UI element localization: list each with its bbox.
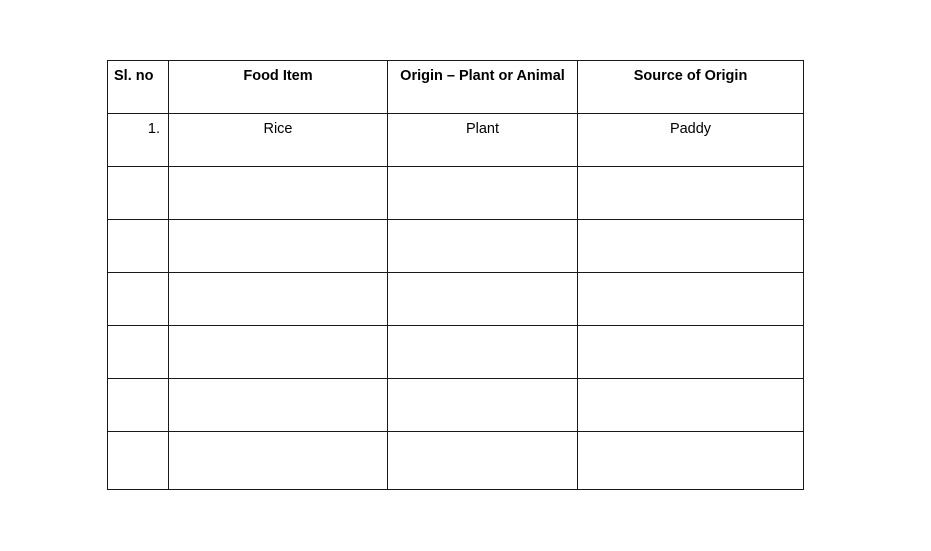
table-header: Sl. no Food Item Origin – Plant or Anima… [107, 60, 804, 114]
cell-source[interactable] [577, 378, 804, 432]
table-row [107, 166, 804, 220]
cell-source[interactable] [577, 219, 804, 273]
cell-origin[interactable]: Plant [387, 113, 578, 167]
cell-food[interactable] [168, 325, 388, 379]
column-header-source-of-origin: Source of Origin [577, 60, 804, 114]
table-row [107, 325, 804, 379]
cell-origin[interactable] [387, 325, 578, 379]
cell-sl-no[interactable] [107, 431, 169, 490]
column-header-food-item: Food Item [168, 60, 388, 114]
table-row [107, 431, 804, 490]
cell-origin[interactable] [387, 431, 578, 490]
cell-sl-no[interactable] [107, 219, 169, 273]
cell-food[interactable] [168, 378, 388, 432]
cell-source[interactable]: Paddy [577, 113, 804, 167]
cell-origin[interactable] [387, 378, 578, 432]
cell-food[interactable] [168, 219, 388, 273]
cell-sl-no[interactable] [107, 378, 169, 432]
food-origin-worksheet-table: Sl. no Food Item Origin – Plant or Anima… [107, 60, 804, 490]
table-row [107, 378, 804, 432]
cell-origin[interactable] [387, 166, 578, 220]
table-row [107, 219, 804, 273]
cell-food[interactable] [168, 431, 388, 490]
column-header-sl-no: Sl. no [107, 60, 169, 114]
cell-source[interactable] [577, 166, 804, 220]
table-row: 1. Rice Plant Paddy [107, 113, 804, 167]
cell-source[interactable] [577, 272, 804, 326]
cell-source[interactable] [577, 325, 804, 379]
cell-sl-no[interactable]: 1. [107, 113, 169, 167]
cell-sl-no[interactable] [107, 325, 169, 379]
cell-food[interactable]: Rice [168, 113, 388, 167]
table-row [107, 272, 804, 326]
cell-source[interactable] [577, 431, 804, 490]
cell-food[interactable] [168, 272, 388, 326]
cell-origin[interactable] [387, 219, 578, 273]
cell-sl-no[interactable] [107, 272, 169, 326]
table-header-row: Sl. no Food Item Origin – Plant or Anima… [107, 60, 804, 114]
table-body: 1. Rice Plant Paddy [107, 113, 804, 490]
column-header-origin: Origin – Plant or Animal [387, 60, 578, 114]
cell-food[interactable] [168, 166, 388, 220]
cell-sl-no[interactable] [107, 166, 169, 220]
cell-origin[interactable] [387, 272, 578, 326]
